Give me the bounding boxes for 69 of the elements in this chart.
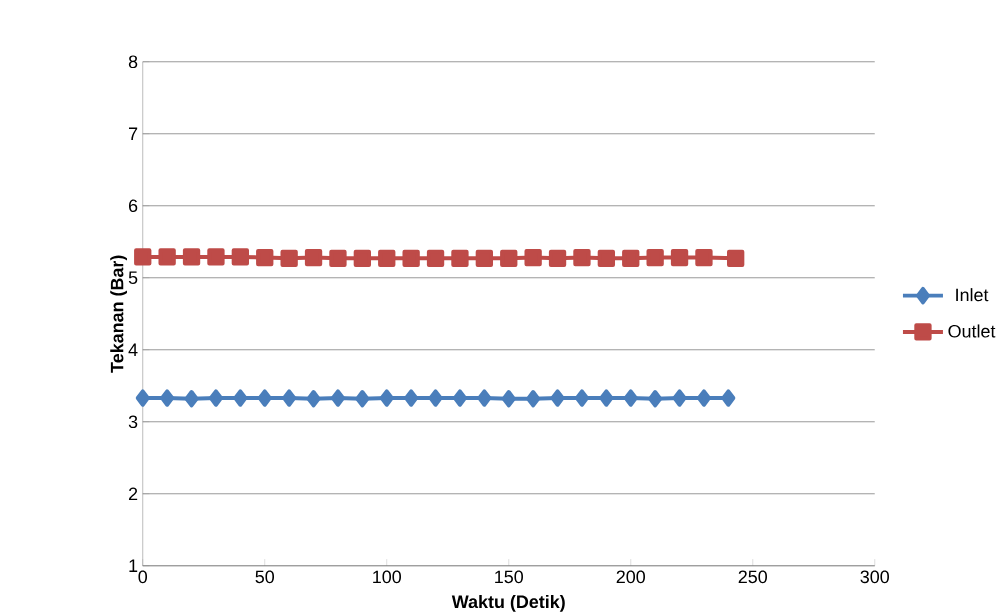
point xyxy=(158,248,176,266)
x-tick-label: 250 xyxy=(738,570,767,584)
point xyxy=(648,390,663,408)
point xyxy=(304,248,323,267)
point xyxy=(379,389,394,407)
point xyxy=(550,389,565,407)
point xyxy=(696,389,711,407)
x-axis-title: Waktu (Detik) xyxy=(451,594,565,612)
point xyxy=(452,389,467,407)
y-tick-label: 6 xyxy=(129,199,138,213)
point xyxy=(526,390,541,408)
point xyxy=(597,249,616,267)
point xyxy=(184,390,199,408)
point xyxy=(329,249,347,267)
point xyxy=(231,248,250,266)
point xyxy=(353,249,372,267)
point xyxy=(623,389,638,407)
point xyxy=(355,390,370,408)
point xyxy=(500,249,518,267)
point xyxy=(207,248,225,266)
point xyxy=(256,248,274,267)
point xyxy=(257,389,272,407)
point xyxy=(134,248,152,266)
x-tick-label: 50 xyxy=(255,570,275,584)
point xyxy=(233,389,248,407)
point xyxy=(160,389,175,407)
point xyxy=(404,389,419,407)
y-tick-label: 3 xyxy=(128,415,138,429)
point xyxy=(721,389,736,407)
point xyxy=(599,389,614,407)
legend-label: Outlet xyxy=(948,324,996,338)
y-axis-title: Tekanan (Bar) xyxy=(110,255,127,373)
point xyxy=(306,390,321,408)
y-tick-label: 1 xyxy=(129,559,138,572)
point xyxy=(182,248,201,266)
point xyxy=(672,389,687,407)
point xyxy=(330,389,345,407)
point xyxy=(727,249,745,267)
point xyxy=(428,389,443,407)
x-tick-label: 0 xyxy=(138,570,148,584)
point xyxy=(426,249,445,267)
point xyxy=(477,389,492,407)
point xyxy=(646,248,664,267)
point xyxy=(475,249,494,267)
point xyxy=(524,248,542,267)
point xyxy=(622,249,640,267)
point xyxy=(695,248,713,267)
x-tick-label: 300 xyxy=(860,570,889,584)
y-tick-label: 5 xyxy=(128,271,138,284)
point xyxy=(280,249,298,267)
point xyxy=(135,389,150,407)
point xyxy=(501,390,516,408)
point xyxy=(208,389,223,407)
legend-label: Inlet xyxy=(956,288,989,302)
x-tick-label: 100 xyxy=(373,570,401,584)
point xyxy=(402,249,420,267)
point xyxy=(574,389,589,407)
x-tick-label: 200 xyxy=(616,570,645,584)
y-tick-label: 7 xyxy=(129,127,138,140)
point xyxy=(378,249,396,267)
y-tick-label: 8 xyxy=(128,55,138,69)
y-tick-label: 4 xyxy=(128,343,138,356)
point xyxy=(573,248,591,267)
point xyxy=(670,248,689,267)
point xyxy=(451,249,469,267)
point xyxy=(282,389,297,407)
point xyxy=(548,249,567,267)
x-tick-label: 150 xyxy=(495,570,523,584)
y-tick-label: 2 xyxy=(128,487,138,500)
